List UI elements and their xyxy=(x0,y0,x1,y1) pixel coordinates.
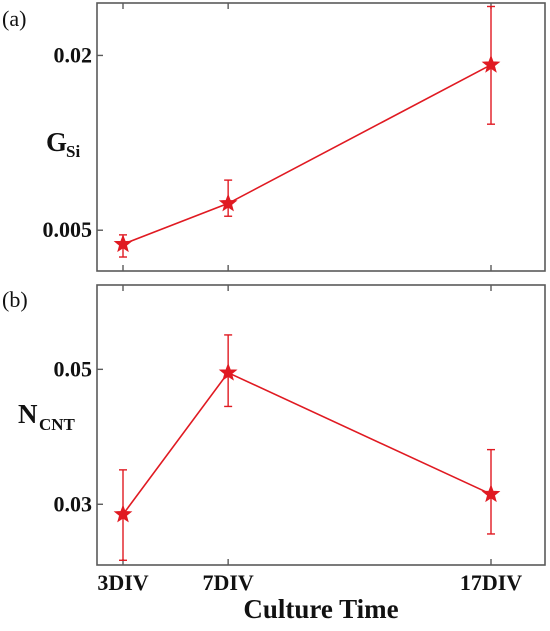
x-tick-label: 7DIV xyxy=(202,570,253,595)
data-point-star xyxy=(481,54,501,73)
y-label-subscript: CNT xyxy=(39,415,76,434)
data-point-star xyxy=(218,362,238,381)
data-point-star xyxy=(113,504,133,523)
series-line xyxy=(122,64,492,245)
x-tick-label: 17DIV xyxy=(460,570,522,595)
y-label-subscript: Si xyxy=(66,142,80,161)
y-tick-label: 0.05 xyxy=(54,356,93,381)
panel-a-y-ticks: 0.005 0.02 xyxy=(43,3,492,271)
panel-b-frame xyxy=(96,284,546,566)
panel-b-label: (b) xyxy=(2,287,28,312)
panel-b-marks xyxy=(113,334,501,561)
y-tick-label: 0.005 xyxy=(43,217,93,242)
panel-b: (b) 0.03 0.05 N CNT xyxy=(2,284,546,566)
x-tick-labels: 3DIV 7DIV 17DIV xyxy=(97,570,522,595)
y-tick-label: 0.03 xyxy=(54,491,93,516)
y-label-main: N xyxy=(18,399,38,429)
x-axis-label: Culture Time xyxy=(243,594,398,624)
y-tick-label: 0.02 xyxy=(54,42,93,67)
data-point-star xyxy=(113,234,133,253)
y-label-main: G xyxy=(46,127,67,157)
panel-a-y-axis-label: G Si xyxy=(46,127,80,161)
panel-a-label: (a) xyxy=(2,6,26,31)
panel-a: (a) 0.005 0.02 G Si xyxy=(2,2,546,272)
panel-a-marks xyxy=(113,5,501,258)
panel-a-frame xyxy=(96,2,546,272)
data-point-star xyxy=(481,484,501,503)
panel-b-y-ticks: 0.03 0.05 xyxy=(54,285,492,565)
x-tick-label: 3DIV xyxy=(97,570,148,595)
series-line xyxy=(122,371,492,515)
panel-b-y-axis-label: N CNT xyxy=(18,399,76,434)
data-point-star xyxy=(218,193,238,212)
